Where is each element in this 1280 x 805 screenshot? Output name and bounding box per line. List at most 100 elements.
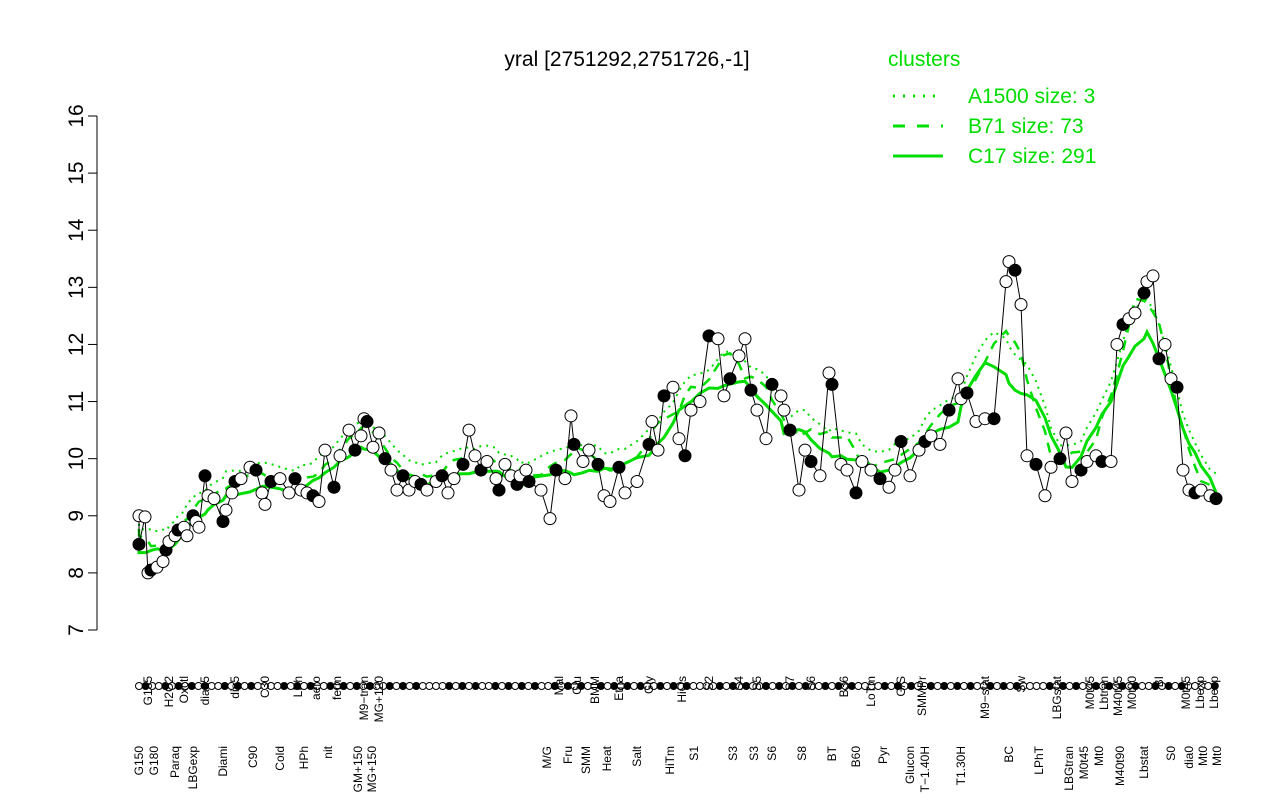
x-tick-label: LBGexp [186, 746, 200, 790]
data-point [492, 483, 506, 497]
data-points [132, 255, 1223, 580]
data-point [618, 486, 632, 500]
data-point [198, 469, 212, 483]
sample-marker [854, 682, 863, 690]
sample-marker [1072, 682, 1081, 690]
x-tick-label: Sw [1014, 676, 1028, 693]
data-point [723, 372, 737, 386]
data-point [384, 463, 398, 477]
data-point [390, 483, 404, 497]
x-tick-label: B36 [837, 676, 851, 698]
data-point [549, 463, 563, 477]
data-point [657, 389, 671, 403]
x-tick-label: G150 [132, 746, 146, 776]
data-point [651, 443, 665, 457]
x-tick-label: Glu [570, 676, 584, 695]
data-point [825, 377, 839, 391]
data-point [543, 512, 557, 526]
sample-marker [399, 682, 407, 690]
x-tick-label: C90 [246, 746, 260, 768]
data-point [366, 440, 380, 454]
data-point [1158, 337, 1172, 351]
sample-marker [821, 682, 830, 690]
data-point [1209, 492, 1223, 506]
x-tick-label: Gly [642, 676, 656, 694]
sample-marker [517, 682, 526, 690]
sample-marker [273, 682, 282, 690]
x-tick-label: BT [825, 745, 839, 761]
data-point [933, 437, 947, 451]
sample-marker [993, 682, 1001, 690]
data-point [342, 423, 356, 437]
x-tick-label: HiTm [663, 746, 677, 775]
x-tick-label: M0t45 [1179, 676, 1193, 710]
data-point [216, 514, 230, 528]
sample-marker [775, 682, 784, 690]
sample-marker [392, 682, 401, 690]
x-tick-label: Heat [600, 745, 614, 771]
sample-marker [1138, 682, 1147, 690]
data-point [750, 403, 764, 417]
data-point [738, 332, 752, 346]
sample-marker [1039, 682, 1048, 690]
x-tick-label: BMM [588, 676, 602, 704]
data-point [672, 432, 686, 446]
y-tick-label: 9 [65, 510, 88, 522]
x-tick-label: S8 [795, 746, 809, 761]
data-point [744, 383, 758, 397]
data-point [282, 486, 296, 500]
sample-marker [438, 682, 447, 690]
data-point [1038, 489, 1052, 503]
sample-marker [630, 682, 638, 690]
sample-marker [445, 682, 454, 690]
sample-marker [1065, 682, 1074, 690]
x-tick-label: LPhT [1032, 745, 1046, 774]
x-tick-label: Salt [630, 745, 644, 766]
y-tick-label: 11 [65, 391, 88, 413]
data-point [582, 443, 596, 457]
x-tick-label: G135 [141, 676, 155, 706]
data-point [333, 449, 347, 463]
data-point [1059, 426, 1073, 440]
x-tick-label: Lbstat [1137, 745, 1151, 778]
cluster-a1500-line [138, 295, 1217, 533]
x-tick-label: S2 [702, 676, 716, 691]
data-point [249, 463, 263, 477]
data-point [960, 386, 974, 400]
data-point [1176, 463, 1190, 477]
data-point [378, 452, 392, 466]
legend-title: clusters [888, 48, 960, 71]
data-point [435, 469, 449, 483]
data-point [999, 275, 1013, 289]
sample-marker [432, 682, 440, 690]
data-point [327, 480, 341, 494]
data-point [951, 372, 965, 386]
data-point [1137, 286, 1151, 300]
sample-marker [768, 682, 777, 690]
sample-marker [1210, 682, 1219, 690]
sample-marker [511, 682, 520, 690]
data-point [312, 495, 326, 508]
gene-expression-line [138, 260, 1217, 574]
x-tick-label: MG+120 [372, 676, 386, 723]
data-point [354, 429, 368, 443]
sample-marker [933, 682, 942, 690]
x-tick-label: S3 [726, 746, 740, 761]
sample-marker [940, 682, 949, 690]
sample-marker [1006, 682, 1015, 690]
sample-marker [451, 682, 460, 690]
x-tick-label: M40t45 [1111, 676, 1125, 716]
data-point [903, 469, 917, 483]
data-point [591, 457, 605, 471]
sample-marker [999, 682, 1008, 690]
x-tick-label: S4 [732, 676, 746, 691]
y-tick-label: 13 [65, 276, 88, 299]
x-tick-label: M40t90 [1113, 746, 1127, 786]
sample-marker [385, 682, 394, 690]
sample-marker [603, 682, 612, 690]
data-point [924, 429, 938, 443]
data-point [519, 463, 533, 477]
sample-marker [531, 682, 539, 690]
data-point [630, 475, 644, 489]
